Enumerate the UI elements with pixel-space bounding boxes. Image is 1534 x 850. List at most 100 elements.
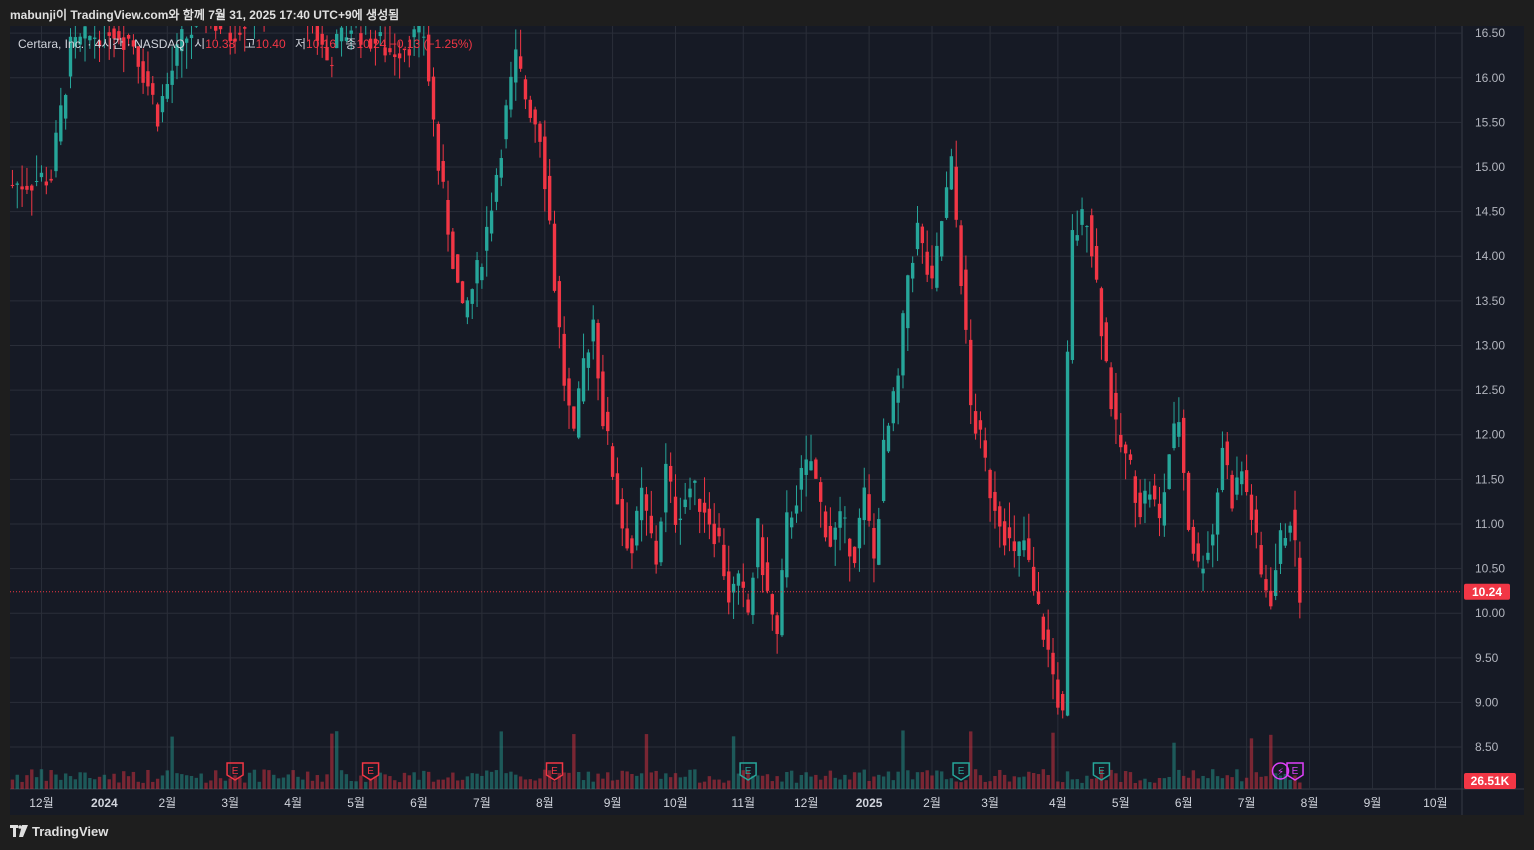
candle-body	[335, 33, 339, 49]
earnings-icon[interactable]	[739, 762, 757, 781]
earnings-icon[interactable]	[952, 762, 970, 781]
volume-bar	[30, 769, 34, 789]
candle-body	[1075, 235, 1079, 241]
earnings-icon[interactable]	[1286, 762, 1304, 781]
volume-bar	[731, 736, 736, 789]
candle-body	[678, 518, 683, 521]
candle-body	[436, 123, 441, 171]
volume-bar	[383, 774, 387, 789]
earnings-icon[interactable]	[1092, 762, 1111, 781]
candle-body	[828, 525, 833, 547]
volume-bar	[940, 771, 944, 789]
candle-body	[131, 40, 136, 47]
candle-body	[1235, 477, 1239, 495]
candle-body	[586, 352, 591, 368]
candle-body	[141, 61, 145, 83]
candle-body	[107, 32, 111, 36]
volume-bar	[78, 772, 82, 789]
candle-body	[1206, 552, 1210, 560]
volume-bar	[867, 780, 871, 789]
candle-body	[775, 615, 779, 635]
earnings-icon[interactable]	[226, 762, 244, 781]
volume-bar	[1119, 781, 1123, 789]
candle-body	[896, 375, 900, 403]
candle-body	[1157, 503, 1162, 519]
candle-body	[1031, 566, 1036, 592]
time-tick-label: 2월	[158, 796, 176, 810]
volume-badge	[1464, 773, 1516, 789]
candle-body	[78, 36, 82, 45]
price-chart[interactable]: 16.50 16.00 15.50 15.00 14.50 14.00 13.50 13.00…	[10, 26, 1524, 815]
volume-bar	[1022, 776, 1026, 789]
volume-bar	[489, 771, 494, 789]
volume-bar	[833, 777, 837, 789]
earnings-icon[interactable]	[361, 762, 380, 781]
volume-bar	[233, 775, 237, 789]
candle-body	[34, 181, 39, 183]
volume-bar	[1259, 776, 1263, 789]
candle-body	[756, 518, 760, 568]
candle-body	[518, 56, 523, 69]
candle-body	[388, 48, 392, 53]
candle-body	[1143, 490, 1147, 504]
volume-bar	[504, 773, 508, 789]
candle-body	[1017, 541, 1021, 556]
snapshot-title: mabunji이 TradingView.com와 함께 7월 31, 2025…	[10, 8, 400, 22]
candle-body	[722, 544, 726, 577]
volume-bar	[1041, 769, 1046, 789]
candle-body	[73, 37, 78, 47]
candle-body	[727, 571, 731, 603]
volume-bar	[252, 769, 257, 789]
volume-bar	[446, 777, 450, 789]
candle-body	[906, 275, 910, 329]
volume-bar	[804, 772, 808, 789]
candle-body	[606, 411, 610, 432]
earnings-icon[interactable]	[545, 762, 564, 781]
time-scale[interactable]	[10, 789, 1524, 815]
candle-body	[243, 27, 247, 29]
volume-bar	[635, 775, 639, 789]
volume-bar	[698, 782, 702, 789]
candle-body	[146, 71, 150, 87]
volume-bar	[1007, 781, 1012, 789]
candle-body	[1167, 454, 1171, 489]
candle-body	[1240, 471, 1244, 485]
volume-bar	[310, 780, 315, 789]
candle-body	[630, 538, 634, 554]
volume-bar	[586, 771, 591, 789]
price-scale[interactable]	[1462, 26, 1524, 789]
candle-body	[673, 496, 678, 525]
candle-body	[1211, 534, 1215, 546]
volume-bar	[785, 771, 789, 789]
candle-body	[25, 185, 29, 190]
volume-bar	[557, 773, 562, 789]
candle-body	[451, 231, 455, 269]
candle-body	[969, 339, 973, 406]
chart-pane[interactable]: 16.50 16.00 15.50 15.00 14.50 14.00 13.50 13.00…	[10, 26, 1524, 815]
candle-body	[973, 411, 978, 434]
candle-body	[683, 499, 687, 508]
volume-bar	[112, 773, 116, 789]
volume-bar	[73, 779, 78, 789]
candle-body	[659, 521, 663, 563]
candle-body	[1244, 470, 1249, 493]
dividend-icon[interactable]	[1271, 762, 1290, 780]
volume-bar	[717, 779, 721, 789]
candle-body	[1148, 494, 1152, 500]
candle-body	[949, 156, 954, 190]
price-tick-label: 10.50	[1475, 562, 1505, 576]
volume-bar	[978, 775, 983, 789]
candle-body	[1056, 679, 1060, 708]
tradingview-logo[interactable]: TradingView	[10, 824, 108, 839]
candle-body	[1269, 590, 1273, 607]
candle-body	[930, 265, 934, 279]
candle-body	[760, 537, 765, 576]
legend-high-label: 고	[244, 37, 256, 51]
volume-bar	[1152, 782, 1157, 789]
volume-bar	[693, 769, 697, 789]
candle-body	[165, 84, 169, 99]
candle-body	[610, 446, 615, 477]
volume-bar	[1167, 776, 1171, 789]
volume-bar	[165, 770, 169, 789]
volume-bar	[1148, 782, 1152, 789]
